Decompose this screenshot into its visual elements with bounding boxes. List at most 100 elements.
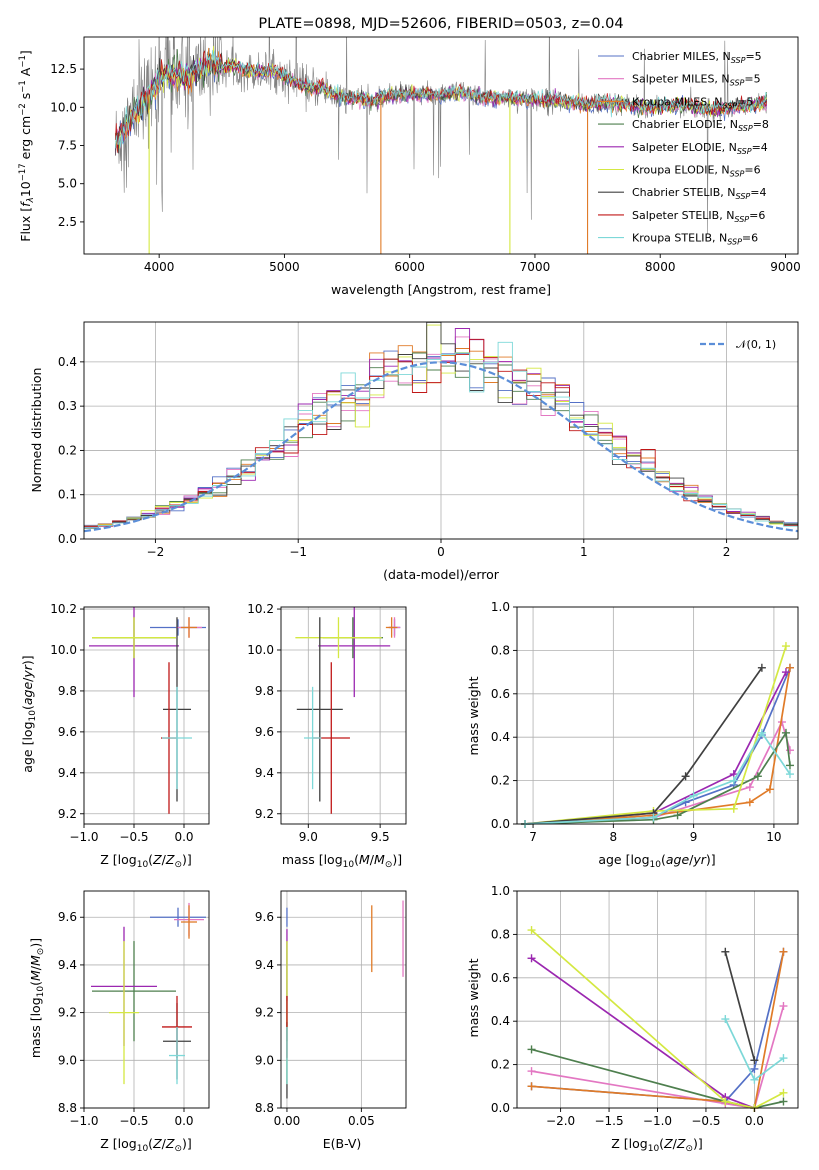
residual-axes: −2 −1 0 1 2 0.0 0.1 0.2 0.3 0.4	[58, 321, 799, 559]
x-tick-label: 9.5	[371, 830, 390, 844]
error-bar-point	[318, 607, 391, 698]
y-tick-label: 0.6	[491, 971, 510, 985]
x-tick-label: 2	[723, 545, 731, 559]
x-tick-label: 0	[437, 545, 445, 559]
grid-lines	[281, 607, 406, 824]
y-tick-label: 0.0	[58, 532, 77, 546]
weight-marker	[729, 776, 738, 785]
weight-line	[724, 951, 756, 1061]
weight-marker	[779, 1054, 788, 1063]
error-bars	[91, 902, 206, 1085]
weight-marker	[779, 947, 788, 956]
error-bar-point	[162, 686, 192, 790]
mw-age-x-axis-label: age [log10(age/yr)]	[598, 852, 715, 870]
x-tick-label: 0.05	[348, 1114, 375, 1128]
weight-line	[524, 730, 791, 825]
weight-line	[531, 1005, 785, 1109]
x-tick-label: −0.5	[119, 830, 148, 844]
axes-frame	[83, 890, 210, 1109]
weight-marker	[745, 798, 754, 807]
spectrum-axes: 4000 5000 6000 7000 8000 9000 2.5 5.0 7.5 10.0 12.…	[50, 36, 801, 274]
spectrum-y-axis-label: Flux [fλ10−17 erg cm−2 s−1 A−1]	[18, 50, 36, 242]
weight-marker	[721, 1015, 730, 1024]
y-tick-label: 5.0	[58, 177, 77, 191]
age-mass-x-axis-label: mass [log10(M/M⊙)]	[282, 852, 402, 870]
y-tick-label: 0.6	[491, 687, 510, 701]
mw-age-y-axis-label: mass weight	[466, 676, 481, 755]
age-z-y-axis-label: age [log10(age/yr)]	[20, 655, 38, 772]
weight-marker	[781, 642, 790, 651]
y-tick-label: 0.8	[491, 927, 510, 941]
x-tick-label: −1.0	[643, 1114, 672, 1128]
histogram-lines	[84, 322, 798, 533]
x-tick-label: −1.0	[69, 830, 98, 844]
axes-frame	[280, 606, 407, 825]
weight-marker	[750, 1064, 759, 1073]
spectrum-panel: PLATE=0898, MJD=52606, FIBERID=0503, z=0…	[18, 16, 801, 297]
x-tick-label: −1.5	[594, 1114, 623, 1128]
weight-marker	[527, 1082, 536, 1091]
y-tick-label: 9.4	[58, 766, 77, 780]
y-tick-label: 0.1	[58, 488, 77, 502]
x-tick-label: 1	[580, 545, 588, 559]
y-tick-label: 0.4	[491, 1014, 510, 1028]
y-tick-label: 9.4	[255, 766, 274, 780]
weight-marker	[785, 761, 794, 770]
weight-marker	[689, 791, 698, 800]
weight-marker	[527, 1045, 536, 1054]
x-tick-label: 5000	[269, 260, 300, 274]
x-tick-label: 8000	[645, 260, 676, 274]
error-bar-point	[296, 617, 343, 802]
residual-histogram	[84, 338, 798, 527]
legend-label: Salpeter ELODIE, NSSP=4	[632, 141, 768, 156]
legend-label: Chabrier ELODIE, NSSP=8	[632, 118, 769, 133]
weight-line	[524, 645, 787, 825]
mass-z-y-axis-label: mass [log10(M/M⊙)]	[28, 938, 46, 1058]
mass-vs-extinction-panel: 0.00 0.05 8.8 9.0 9.2 9.4 9.6	[255, 890, 407, 1128]
y-tick-label: 10.0	[247, 643, 274, 657]
y-tick-label: 9.2	[255, 1006, 274, 1020]
mass-ebv-x-axis-label: E(B-V)	[323, 1136, 362, 1151]
error-bar-point	[92, 941, 176, 1042]
weight-marker	[757, 728, 766, 737]
y-tick-label: 0.4	[491, 730, 510, 744]
x-tick-label: 6000	[394, 260, 425, 274]
x-tick-label: 10	[766, 830, 781, 844]
x-tick-label: 9	[690, 830, 698, 844]
age-z-x-axis-label: Z [log10(Z/Z⊙)]	[100, 852, 192, 870]
x-tick-label: 0.0	[174, 1114, 193, 1128]
legend-label: Chabrier STELIB, NSSP=4	[632, 186, 766, 201]
gaussian-legend-label: 𝒩(0, 1)	[736, 338, 776, 351]
error-bar-point	[150, 907, 206, 927]
error-bars	[89, 607, 206, 814]
x-tick-label: 7000	[520, 260, 551, 274]
weight-marker	[527, 1067, 536, 1076]
y-tick-label: 0.0	[491, 1101, 510, 1115]
spectrum-lines	[114, 37, 768, 254]
residual-histogram	[84, 322, 798, 528]
y-tick-label: 9.6	[255, 910, 274, 924]
legend-label: Salpeter MILES, NSSP=5	[632, 73, 761, 88]
y-tick-label: 0.2	[491, 1058, 510, 1072]
legend-label: Kroupa ELODIE, NSSP=6	[632, 164, 761, 179]
weight-marker	[750, 1056, 759, 1065]
weight-line	[524, 667, 763, 825]
error-bar-point	[92, 617, 176, 659]
y-tick-label: 8.8	[58, 1101, 77, 1115]
error-bar-point	[181, 617, 197, 638]
y-tick-label: 10.0	[50, 100, 77, 114]
y-tick-label: 0.3	[58, 399, 77, 413]
y-tick-label: 1.0	[491, 600, 510, 614]
legend-label: Kroupa MILES, NSSP=5	[632, 95, 753, 110]
y-tick-label: 9.8	[58, 684, 77, 698]
weight-lines	[521, 642, 794, 828]
error-bar-point	[109, 941, 139, 1085]
x-tick-label: −2.0	[546, 1114, 575, 1128]
x-tick-label: 0.00	[274, 1114, 301, 1128]
weight-marker	[681, 772, 690, 781]
legend-label: Kroupa STELIB, NSSP=6	[632, 232, 758, 247]
mw-z-y-axis-label: mass weight	[466, 958, 481, 1037]
mass-vs-metallicity-panel: −1.0 −0.5 0.0 8.8 9.0 9.2 9.4 9.6	[58, 890, 210, 1128]
y-tick-label: 9.2	[58, 1006, 77, 1020]
